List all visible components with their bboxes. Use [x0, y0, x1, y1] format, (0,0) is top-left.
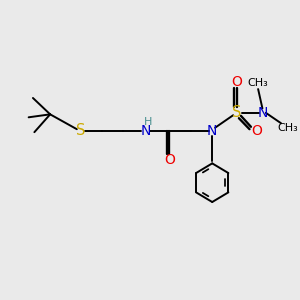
- Text: N: N: [207, 124, 217, 138]
- Text: S: S: [232, 105, 241, 120]
- Text: N: N: [257, 106, 268, 120]
- Text: O: O: [231, 75, 242, 89]
- Text: S: S: [76, 123, 85, 138]
- Text: CH₃: CH₃: [278, 123, 298, 133]
- Text: O: O: [251, 124, 262, 138]
- Text: O: O: [164, 153, 175, 167]
- Text: CH₃: CH₃: [248, 78, 268, 88]
- Text: N: N: [141, 124, 152, 138]
- Text: H: H: [143, 117, 152, 128]
